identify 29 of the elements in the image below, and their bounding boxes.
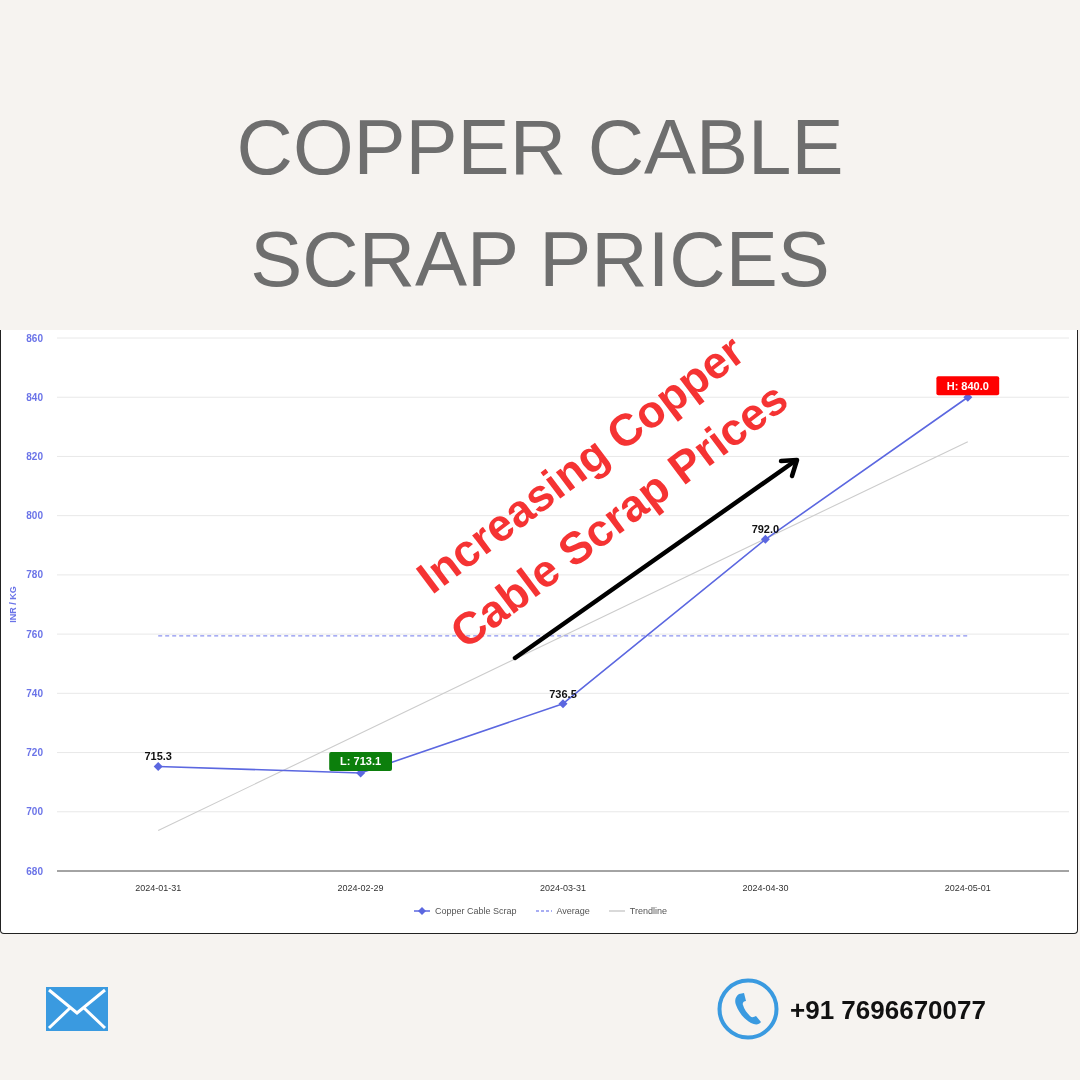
point [760,534,770,544]
x-tick-label: 2024-01-31 [135,883,182,894]
legend-label: Average [556,906,590,916]
y-tick-label: 680 [26,865,44,877]
y-tick-label: 720 [26,747,44,759]
y-tick-label: 780 [26,569,44,581]
legend-label: Trendline [629,906,668,916]
x-tick-label: 2024-04-30 [742,883,789,894]
data-label: H: 840.0 [946,379,989,392]
y-tick-label: 820 [26,450,44,462]
chart-title: COPPER CABLE SCRAP PRICES [235,102,845,305]
y-tick-label: 740 [26,687,44,699]
legend-label: Copper Cable Scrap [434,906,517,916]
y-tick-label: 760 [26,628,44,640]
y-tick-label: 700 [26,806,44,818]
x-tick-label: 2024-02-29 [337,883,384,894]
point [558,699,568,709]
y-tick-label: 840 [26,391,44,403]
data-label: 792.0 [751,523,780,536]
y-axis-title: INR / KG [8,586,19,623]
x-tick-label: 2024-03-31 [539,883,587,894]
data-label: 736.5 [549,687,577,700]
point [153,761,163,771]
x-tick-label: 2024-05-01 [944,883,991,894]
data-label: 715.3 [144,750,172,763]
y-tick-label: 860 [26,332,44,344]
data-label: L: 713.1 [340,755,382,768]
y-tick-label: 800 [26,510,44,522]
text: +91 7696670077 [790,994,986,1027]
